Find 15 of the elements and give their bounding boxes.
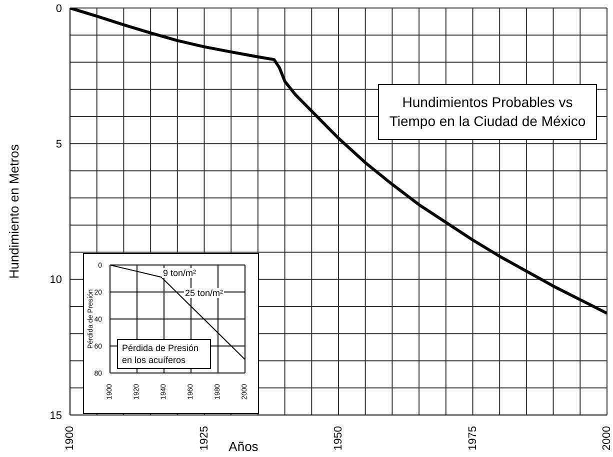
x-tick-label: 1975 (466, 426, 479, 450)
x-tick-label: 1950 (332, 426, 344, 450)
annotation: 25 ton/m² (184, 288, 224, 298)
text: Pérdida de Presión en los acuíferos (117, 339, 211, 369)
annotation: 9 ton/m² (162, 268, 198, 278)
y-tick-label: 10 (50, 274, 62, 286)
x-tick-label: 1925 (198, 426, 210, 450)
y-tick-label: 5 (56, 138, 62, 151)
y-axis-title: Hundimiento en Metros (6, 144, 22, 279)
text: Hundimientos Probables vs Tiempo en la Ciudad de México (378, 84, 597, 140)
x-tick-label: 2000 (601, 426, 613, 450)
y-tick-label: 0 (56, 2, 62, 15)
y-tick-label: 15 (50, 410, 62, 422)
x-axis-title: Años (228, 439, 259, 454)
x-tick-label: 1900 (64, 426, 76, 450)
